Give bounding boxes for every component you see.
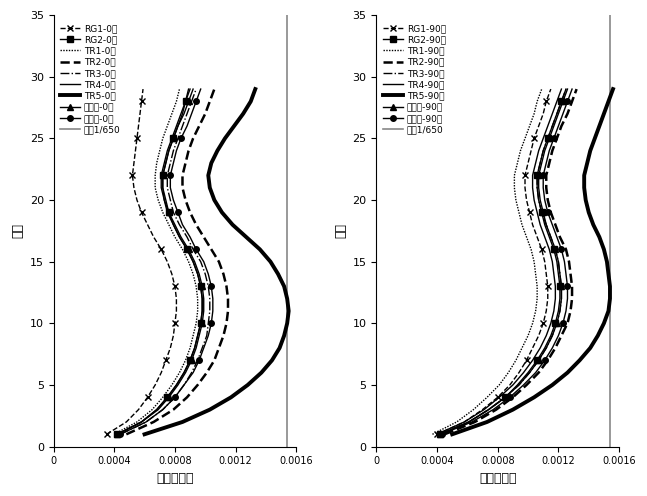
- X-axis label: 层间位移角: 层间位移角: [479, 472, 516, 485]
- Y-axis label: 楼层: 楼层: [334, 223, 347, 239]
- Y-axis label: 楼层: 楼层: [11, 223, 24, 239]
- Legend: RG1-90度, RG2-90度, TR1-90度, TR2-90度, TR3-90度, TR4-90度, TR5-90度, 反应谱-90度, 平均值-90度,: RG1-90度, RG2-90度, TR1-90度, TR2-90度, TR3-…: [383, 24, 446, 134]
- Legend: RG1-0度, RG2-0度, TR1-0度, TR2-0度, TR3-0度, TR4-0度, TR5-0度, 反应谱-0度, 平均值-0度, 限倃1/650: RG1-0度, RG2-0度, TR1-0度, TR2-0度, TR3-0度, …: [60, 24, 121, 134]
- X-axis label: 层间位移角: 层间位移角: [156, 472, 193, 485]
